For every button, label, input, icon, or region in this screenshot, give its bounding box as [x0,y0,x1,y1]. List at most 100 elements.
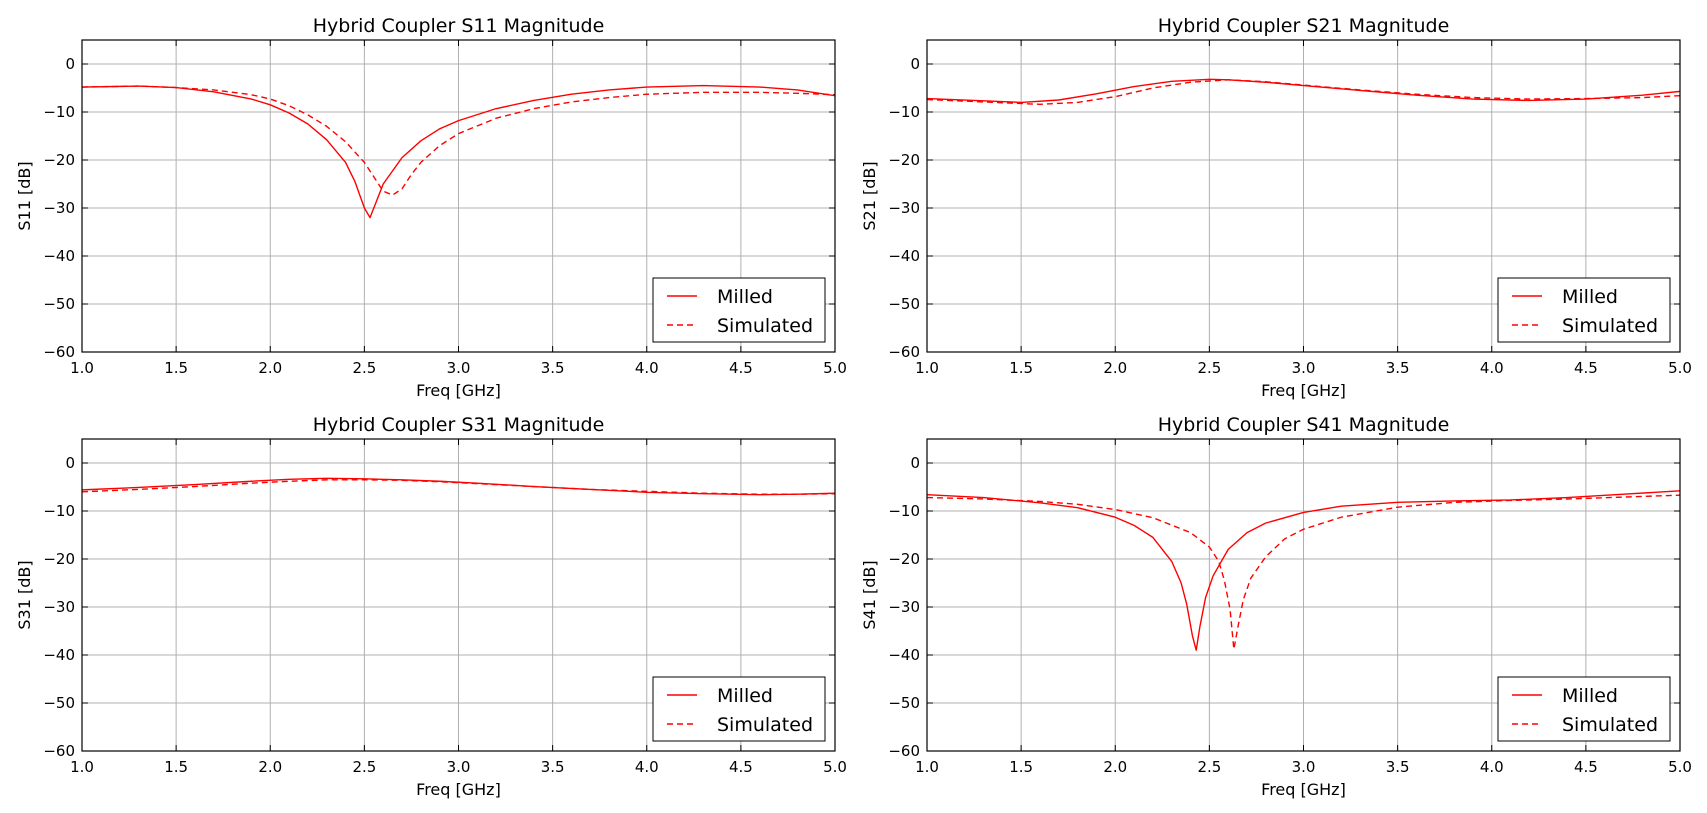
x-tick-label: 5.0 [1668,758,1692,776]
legend-box [652,277,826,343]
series-line-simulated [82,479,835,495]
y-tick-label: −30 [888,199,920,217]
y-tick-label: −60 [888,742,920,760]
x-tick-label: 2.0 [1103,359,1127,377]
y-tick-label: −50 [888,694,920,712]
x-tick-label: 2.0 [258,758,282,776]
x-tick-label: 1.0 [70,758,94,776]
x-tick-label: 3.5 [1386,758,1410,776]
y-tick-label: −20 [888,151,920,169]
y-axis-label: S31 [dB] [15,560,34,629]
y-tick-label: −50 [43,694,75,712]
chart-panel-3: 1.0 1.5 2.0 2.5 3.0 3.5 4.0 4.5 5.0 0 −10 −20 −30 −40… [860,414,1692,799]
x-tick-label: 1.5 [164,359,188,377]
x-tick-label: 4.5 [729,359,753,377]
x-tick-label: 4.5 [1574,758,1598,776]
x-tick-label: 1.0 [70,359,94,377]
x-tick-label: 3.5 [541,359,565,377]
legend-label-simulated: Simulated [1562,714,1658,736]
x-tick-label: 3.0 [1292,359,1316,377]
series-line-simulated [82,85,835,196]
legend-box [1497,676,1671,742]
series-line-simulated [927,79,1680,106]
x-tick-label: 2.5 [1197,758,1221,776]
chart-title: Hybrid Coupler S41 Magnitude [1158,414,1450,436]
y-tick-label: 0 [65,454,75,472]
x-tick-label: 3.5 [1386,359,1410,377]
y-tick-label: 0 [910,55,920,73]
y-tick-label: −10 [43,502,75,520]
legend: Milled Simulated [1497,676,1671,742]
x-tick-label: 5.0 [823,359,847,377]
y-axis-label: S21 [dB] [860,161,879,230]
legend-label-milled: Milled [717,286,773,308]
y-tick-label: −40 [888,247,920,265]
x-tick-label: 3.5 [541,758,565,776]
x-tick-label: 2.0 [1103,758,1127,776]
y-tick-label: −10 [888,502,920,520]
chart-panel-0: 1.0 1.5 2.0 2.5 3.0 3.5 4.0 4.5 5.0 0 −10 −20 −30 −40… [15,15,847,400]
y-tick-label: −50 [43,295,75,313]
legend-label-simulated: Simulated [717,714,813,736]
y-tick-label: −20 [888,550,920,568]
legend-label-simulated: Simulated [717,315,813,337]
plot-frame [926,438,1681,752]
x-tick-label: 4.0 [1480,359,1504,377]
x-tick-label: 2.0 [258,359,282,377]
x-axis-label: Freq [GHz] [1261,780,1346,799]
x-tick-label: 2.5 [352,758,376,776]
x-tick-label: 1.5 [1009,758,1033,776]
chart-title: Hybrid Coupler S21 Magnitude [1158,15,1450,37]
legend: Milled Simulated [652,277,826,343]
legend: Milled Simulated [652,676,826,742]
x-tick-label: 5.0 [823,758,847,776]
x-tick-label: 4.5 [1574,359,1598,377]
series-line-milled [82,84,835,219]
x-tick-label: 4.0 [635,758,659,776]
plot-frame [926,39,1681,353]
y-tick-label: 0 [910,454,920,472]
y-tick-label: −40 [43,247,75,265]
x-tick-label: 1.5 [1009,359,1033,377]
y-tick-label: 0 [65,55,75,73]
chart-panel-1: 1.0 1.5 2.0 2.5 3.0 3.5 4.0 4.5 5.0 0 −10 −20 −30 −40… [860,15,1692,400]
y-axis-label: S41 [dB] [860,560,879,629]
legend-label-milled: Milled [1562,286,1618,308]
legend-label-milled: Milled [1562,685,1618,707]
y-tick-label: −10 [888,103,920,121]
x-axis-label: Freq [GHz] [1261,381,1346,400]
y-tick-label: −10 [43,103,75,121]
legend-label-simulated: Simulated [1562,315,1658,337]
plot-frame [81,39,836,353]
chart-panel-2: 1.0 1.5 2.0 2.5 3.0 3.5 4.0 4.5 5.0 0 −10 −20 −30 −40… [15,414,847,799]
x-tick-label: 1.0 [915,758,939,776]
y-tick-label: −40 [43,646,75,664]
x-tick-label: 1.5 [164,758,188,776]
x-tick-label: 3.0 [447,359,471,377]
y-tick-label: −20 [43,550,75,568]
x-tick-label: 5.0 [1668,359,1692,377]
x-tick-label: 1.0 [915,359,939,377]
x-tick-label: 2.5 [352,359,376,377]
x-axis-label: Freq [GHz] [416,381,501,400]
y-tick-label: −30 [888,598,920,616]
chart-title: Hybrid Coupler S11 Magnitude [313,15,605,37]
plot-frame [81,438,836,752]
x-tick-label: 3.0 [1292,758,1316,776]
legend: Milled Simulated [1497,277,1671,343]
legend-label-milled: Milled [717,685,773,707]
y-tick-label: −20 [43,151,75,169]
x-tick-label: 2.5 [1197,359,1221,377]
y-tick-label: −60 [888,343,920,361]
chart-title: Hybrid Coupler S31 Magnitude [313,414,605,436]
x-tick-label: 3.0 [447,758,471,776]
x-tick-label: 4.5 [729,758,753,776]
y-tick-label: −50 [888,295,920,313]
y-tick-label: −30 [43,199,75,217]
y-tick-label: −30 [43,598,75,616]
series-line-milled [927,490,1680,651]
legend-box [652,676,826,742]
y-tick-label: −40 [888,646,920,664]
legend-box [1497,277,1671,343]
